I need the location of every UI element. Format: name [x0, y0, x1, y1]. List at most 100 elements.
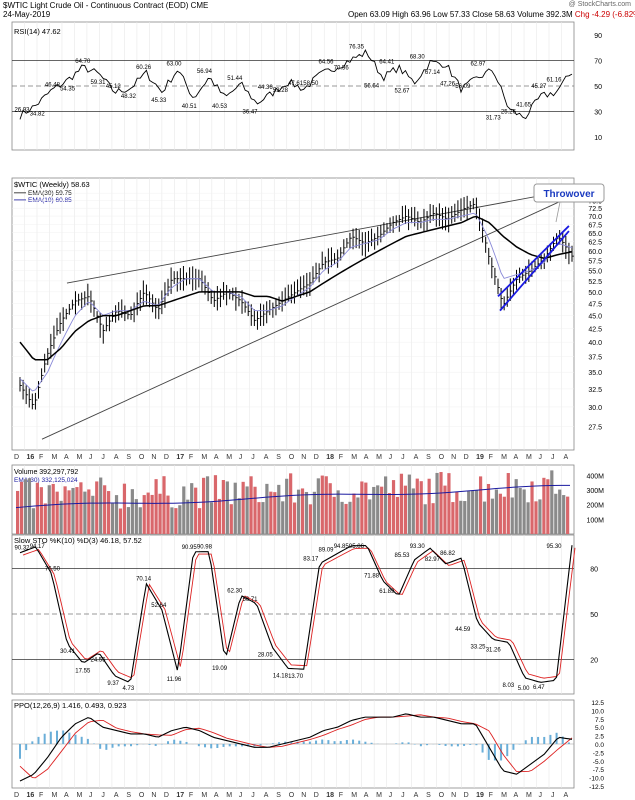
volume-bar	[281, 501, 285, 534]
volume-axis-label: 300M	[586, 488, 604, 495]
volume-ema-label: EMA(30) 332,125,024	[14, 477, 78, 484]
volume-bar	[518, 487, 522, 534]
month-tick-label: 18	[326, 792, 334, 799]
volume-bar	[170, 507, 174, 534]
price-axis-label: 67.5	[588, 222, 602, 229]
volume-bar	[269, 491, 273, 534]
ppo-histogram-bar	[302, 741, 305, 744]
ppo-histogram-bar	[487, 744, 490, 760]
ppo-histogram-bar	[197, 744, 200, 747]
month-tick-label: O	[439, 792, 445, 799]
rsi-value-label: 68.30	[410, 55, 426, 61]
quote-change: Chg -4.29 (-6.82%)	[574, 10, 635, 19]
ppo-histogram-bar	[80, 736, 83, 744]
chart-header: $WTIC Light Crude Oil - Continuous Contr…	[0, 0, 635, 20]
volume-bar	[225, 481, 229, 534]
month-tick-label: J	[389, 454, 393, 461]
ppo-histogram-bar	[364, 741, 367, 744]
ppo-histogram-bar	[549, 734, 552, 744]
sto-value-label: 52.64	[151, 603, 167, 609]
month-tick-label: M	[526, 454, 532, 461]
volume-bar	[384, 476, 388, 534]
price-axis-label: 72.5	[588, 206, 602, 213]
rsi-value-label: 67.14	[425, 70, 441, 76]
month-tick-label: F	[339, 454, 343, 461]
rsi-value-label: 56.09	[455, 84, 471, 90]
volume-bar	[107, 491, 111, 534]
volume-axis-label: 100M	[586, 517, 604, 524]
month-tick-label: F	[189, 454, 193, 461]
volume-bar	[43, 503, 47, 534]
volume-bar	[482, 501, 487, 534]
rsi-value-label: 45.33	[151, 98, 167, 104]
volume-bar	[522, 489, 526, 534]
price-axis-label: 32.5	[588, 387, 602, 394]
sto-k-line	[19, 544, 573, 683]
month-tick-label: D	[314, 792, 319, 799]
sto-value-label: 85.53	[394, 553, 410, 559]
volume-bar	[506, 473, 510, 534]
ppo-histogram-bar	[99, 744, 102, 749]
ppo-histogram-bar	[179, 740, 182, 744]
volume-bar	[217, 498, 222, 534]
ppo-axis-label: 0.0	[595, 742, 604, 749]
month-tick-label: D	[14, 454, 19, 461]
ppo-axis-label: -12.5	[589, 784, 604, 791]
month-tick-label: 19	[476, 454, 484, 461]
rsi-value-label: 48.32	[121, 94, 137, 100]
volume-bar	[352, 493, 356, 534]
volume-bar	[546, 479, 550, 534]
ppo-histogram-bar	[228, 744, 231, 747]
ppo-histogram-bar	[68, 732, 71, 744]
rsi-value-label: 54.35	[60, 86, 76, 92]
sto-value-label: 70.14	[136, 576, 152, 582]
volume-bar	[99, 477, 103, 534]
month-tick-label: A	[114, 792, 119, 799]
volume-bar	[130, 489, 134, 534]
volume-bar	[39, 487, 43, 534]
ppo-histogram-bar	[333, 741, 336, 744]
volume-bar	[190, 483, 194, 534]
month-tick-label: O	[439, 454, 445, 461]
ppo-histogram-bar	[173, 739, 176, 744]
sto-axis-label: 50	[590, 612, 598, 619]
ppo-histogram-bar	[62, 730, 65, 744]
volume-bar	[241, 481, 245, 534]
volume-bar	[158, 493, 162, 534]
ppo-histogram-bar	[426, 744, 429, 746]
ppo-histogram-bar	[345, 740, 348, 744]
month-tick-label: M	[351, 454, 357, 461]
ppo-histogram-bar	[493, 744, 496, 761]
volume-bar	[138, 507, 142, 534]
rsi-value-label: 60.26	[136, 65, 152, 71]
month-tick-label: J	[401, 792, 405, 799]
ppo-histogram-bar	[419, 744, 422, 747]
month-tick-label: M	[76, 454, 82, 461]
price-axis-label: 50.0	[588, 290, 602, 297]
month-tick-label: 17	[176, 792, 184, 799]
sto-value-label: 33.25	[470, 644, 486, 650]
volume-bar	[162, 476, 166, 534]
month-tick-label: D	[14, 792, 19, 799]
stockcharts-credit: @ StockCharts.com	[568, 1, 631, 8]
volume-bar	[51, 483, 55, 534]
month-tick-label: N	[451, 454, 456, 461]
month-tick-label: A	[564, 454, 569, 461]
month-tick-label: A	[514, 792, 519, 799]
volume-bar	[95, 481, 99, 534]
sto-value-label: 95.06	[349, 544, 365, 550]
month-tick-label: A	[364, 454, 369, 461]
volume-bar	[320, 475, 324, 534]
sto-value-label: 14.18	[273, 673, 289, 679]
month-tick-label: S	[126, 454, 131, 461]
ppo-histogram-bar	[56, 730, 59, 744]
ppo-histogram-bar	[31, 741, 34, 744]
ppo-histogram-bar	[327, 740, 330, 744]
volume-bar	[467, 491, 471, 534]
ppo-histogram-bar	[352, 739, 355, 744]
sto-value-label: 24.55	[90, 658, 106, 664]
rsi-value-label: 34.82	[30, 111, 46, 117]
ppo-histogram-bar	[561, 736, 564, 744]
volume-bar	[154, 479, 158, 534]
volume-bar	[336, 490, 340, 534]
